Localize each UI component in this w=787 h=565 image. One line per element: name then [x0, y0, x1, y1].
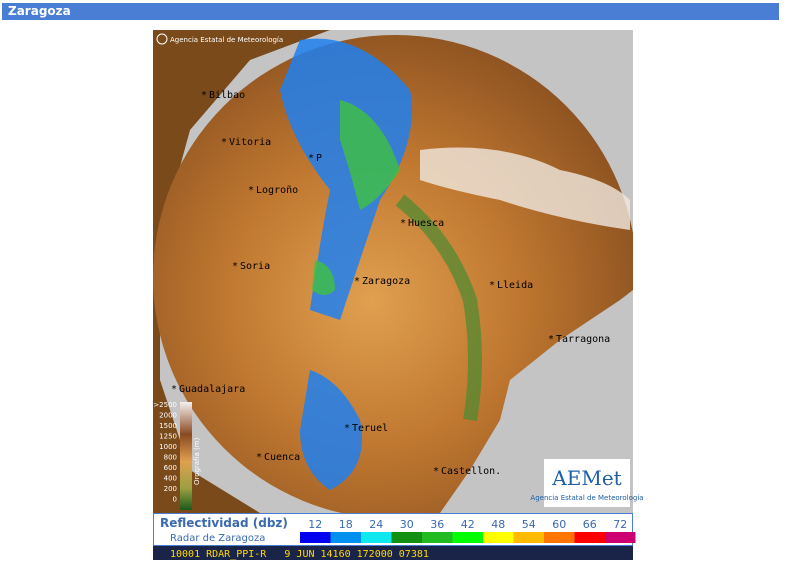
elevation-label: 1500: [159, 422, 177, 430]
legend-value: 66: [583, 518, 597, 531]
legend-value: 24: [369, 518, 383, 531]
legend-swatch: [300, 532, 331, 543]
elevation-label: 1250: [159, 433, 177, 441]
footer-text: 10001 RDAR_PPI-R 9 JUN 14160 172000 0738…: [170, 549, 435, 560]
legend-swatch: [391, 532, 422, 543]
city-label: Huesca: [408, 218, 444, 229]
city-marker: *: [171, 384, 177, 395]
city-label: P: [316, 153, 322, 164]
city-label: Soria: [240, 261, 270, 272]
elevation-label: 800: [164, 454, 177, 462]
elevation-scale: [180, 402, 192, 510]
city-marker: *: [400, 218, 406, 229]
legend-swatch: [452, 532, 483, 543]
precipitation: [300, 370, 362, 490]
map-area: Agencia Estatal de Meteorología: [153, 30, 633, 513]
legend-swatch: [574, 532, 605, 543]
city-marker: *: [221, 137, 227, 148]
legend-swatch: [483, 532, 514, 543]
legend-swatch: [422, 532, 453, 543]
city-label: Guadalajara: [179, 384, 245, 395]
precipitation: [340, 100, 400, 210]
precipitation: [312, 260, 335, 295]
legend-subtitle: Radar de Zaragoza: [170, 533, 265, 544]
legend-value: 72: [613, 518, 627, 531]
elevation-title: Orografía (m): [193, 437, 201, 485]
city-marker: *: [201, 90, 207, 101]
city-marker: *: [489, 280, 495, 291]
outer-terrain: [153, 30, 330, 513]
city-marker: *: [308, 153, 314, 164]
logo-caption: Agencia Estatal de Meteorología: [530, 494, 643, 502]
city-label: Logroño: [256, 185, 298, 196]
legend-value: 36: [430, 518, 444, 531]
city-marker: *: [344, 423, 350, 434]
legend-title: Reflectividad (dbz): [160, 516, 288, 530]
elevation-label: 600: [164, 464, 177, 472]
elevation-label: >2500: [153, 401, 177, 409]
city-label: Zaragoza: [362, 276, 410, 287]
legend-swatch: [544, 532, 575, 543]
legend-value: 54: [522, 518, 536, 531]
city-label: Vitoria: [229, 137, 271, 148]
elevation-label: 200: [164, 485, 177, 493]
city-marker: *: [548, 334, 554, 345]
pyrenees: [420, 147, 630, 230]
copyright: Agencia Estatal de Meteorología: [170, 36, 283, 44]
city-label: Bilbao: [209, 90, 245, 101]
city-label: Tarragona: [556, 334, 610, 345]
elevation-label: 2000: [159, 412, 177, 420]
legend-swatch: [330, 532, 361, 543]
city-marker: *: [248, 185, 254, 196]
legend-swatch: [361, 532, 392, 543]
legend-value: 12: [308, 518, 322, 531]
footer-bar: [153, 546, 633, 560]
elevation-label: 400: [164, 475, 177, 483]
precipitation: [280, 38, 412, 320]
ebro-valley: [395, 194, 482, 422]
legend-value: 60: [552, 518, 566, 531]
city-marker: *: [354, 276, 360, 287]
sea: [440, 290, 633, 513]
city-marker: *: [256, 452, 262, 463]
logo-box: [544, 459, 630, 507]
city-marker: *: [433, 466, 439, 477]
city-marker: *: [232, 261, 238, 272]
city-label: Lleida: [497, 280, 533, 291]
city-label: Teruel: [352, 423, 388, 434]
logo: AEMet: [551, 466, 621, 490]
legend-value: 42: [461, 518, 475, 531]
copyright-icon: [156, 33, 168, 45]
elevation-label: 0: [173, 496, 177, 504]
legend-value: 30: [400, 518, 414, 531]
city-label: Cuenca: [264, 452, 300, 463]
legend-swatch: [605, 532, 636, 543]
header-title: Zaragoza: [2, 3, 779, 20]
legend-value: 48: [491, 518, 505, 531]
city-label: Castellon.: [441, 466, 501, 477]
legend-value: 18: [339, 518, 353, 531]
elevation-label: 1000: [159, 443, 177, 451]
legend-swatch: [513, 532, 544, 543]
